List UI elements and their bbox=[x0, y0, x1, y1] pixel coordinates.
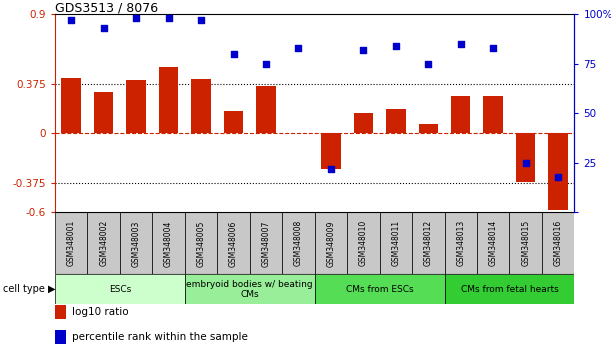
Bar bbox=[55, 274, 185, 304]
Bar bbox=[483, 96, 503, 133]
Bar bbox=[55, 212, 87, 274]
Bar bbox=[126, 80, 146, 133]
Bar bbox=[256, 86, 276, 133]
Bar bbox=[315, 212, 347, 274]
Point bbox=[326, 166, 336, 172]
Bar bbox=[445, 274, 574, 304]
Bar bbox=[477, 212, 510, 274]
Text: GSM348009: GSM348009 bbox=[326, 220, 335, 267]
Text: GSM348003: GSM348003 bbox=[131, 220, 141, 267]
Text: GSM348007: GSM348007 bbox=[262, 220, 271, 267]
Point bbox=[131, 15, 141, 21]
Bar bbox=[354, 113, 373, 133]
Bar bbox=[379, 212, 412, 274]
Text: GSM348010: GSM348010 bbox=[359, 220, 368, 267]
Point bbox=[229, 51, 238, 57]
Bar bbox=[191, 79, 211, 133]
Bar bbox=[451, 96, 470, 133]
Text: CMs from ESCs: CMs from ESCs bbox=[346, 285, 414, 294]
Text: CMs from fetal hearts: CMs from fetal hearts bbox=[461, 285, 558, 294]
Text: cell type ▶: cell type ▶ bbox=[3, 284, 56, 295]
Bar bbox=[347, 212, 379, 274]
Text: percentile rank within the sample: percentile rank within the sample bbox=[71, 332, 247, 342]
Bar bbox=[412, 212, 445, 274]
Bar bbox=[282, 212, 315, 274]
Text: GSM348015: GSM348015 bbox=[521, 220, 530, 267]
Bar bbox=[152, 212, 185, 274]
Text: GSM348005: GSM348005 bbox=[197, 220, 205, 267]
Point bbox=[261, 61, 271, 67]
Text: GSM348013: GSM348013 bbox=[456, 220, 465, 267]
Text: GSM348002: GSM348002 bbox=[99, 220, 108, 267]
Point bbox=[196, 17, 206, 23]
Bar bbox=[510, 212, 542, 274]
Bar bbox=[315, 274, 444, 304]
Bar bbox=[218, 212, 250, 274]
Bar bbox=[185, 212, 218, 274]
Bar bbox=[516, 133, 535, 182]
Point bbox=[67, 17, 76, 23]
Bar bbox=[250, 212, 282, 274]
Point bbox=[423, 61, 433, 67]
Bar bbox=[120, 212, 152, 274]
Text: GSM348006: GSM348006 bbox=[229, 220, 238, 267]
Text: log10 ratio: log10 ratio bbox=[71, 307, 128, 318]
Bar bbox=[185, 274, 315, 304]
Text: GSM348011: GSM348011 bbox=[391, 220, 400, 267]
Bar bbox=[419, 124, 438, 133]
Bar bbox=[159, 67, 178, 133]
Text: GSM348008: GSM348008 bbox=[294, 220, 303, 267]
Bar bbox=[87, 212, 120, 274]
Text: GSM348016: GSM348016 bbox=[554, 220, 563, 267]
Text: embryoid bodies w/ beating
CMs: embryoid bodies w/ beating CMs bbox=[186, 280, 313, 299]
Point bbox=[521, 160, 530, 166]
Text: ESCs: ESCs bbox=[109, 285, 131, 294]
Bar bbox=[445, 212, 477, 274]
Point bbox=[553, 174, 563, 179]
Bar bbox=[224, 111, 243, 133]
Bar bbox=[386, 109, 406, 133]
Bar bbox=[542, 212, 574, 274]
Text: GSM348014: GSM348014 bbox=[489, 220, 498, 267]
Text: GSM348001: GSM348001 bbox=[67, 220, 76, 267]
Bar bbox=[321, 133, 341, 169]
Bar bbox=[549, 133, 568, 210]
Bar bbox=[62, 78, 81, 133]
Point bbox=[164, 15, 174, 21]
Point bbox=[456, 41, 466, 47]
Point bbox=[391, 43, 401, 49]
Text: GSM348012: GSM348012 bbox=[424, 220, 433, 267]
Text: GDS3513 / 8076: GDS3513 / 8076 bbox=[55, 1, 158, 14]
Bar bbox=[55, 306, 67, 319]
Point bbox=[488, 45, 498, 51]
Point bbox=[359, 47, 368, 53]
Text: GSM348004: GSM348004 bbox=[164, 220, 173, 267]
Point bbox=[99, 25, 109, 31]
Bar bbox=[94, 92, 114, 133]
Bar bbox=[55, 330, 67, 344]
Point bbox=[293, 45, 303, 51]
